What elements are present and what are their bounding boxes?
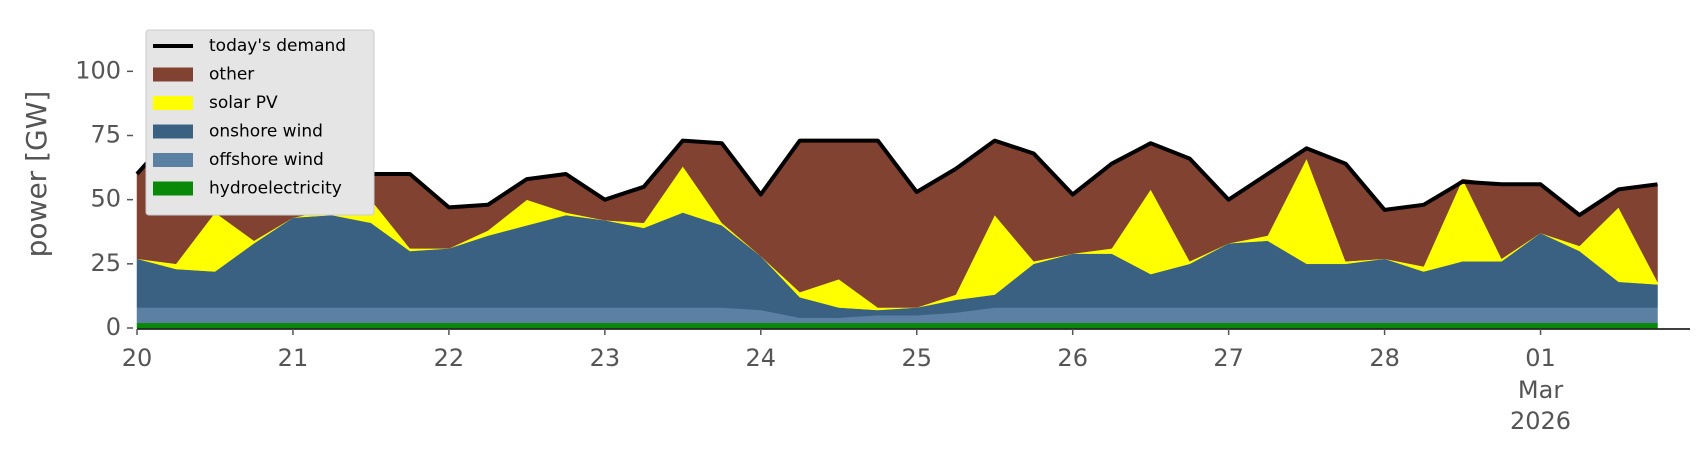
y-tick-label: 0 [106,313,121,341]
x-tick-label: 01 [1525,344,1556,372]
x-tick-label: 27 [1213,344,1244,372]
x-tick-sublabel: Mar [1518,376,1563,404]
x-tick-label: 21 [278,344,309,372]
x-tick-label: 24 [746,344,777,372]
y-tick-label: 75 [90,121,121,149]
legend: today's demand other solar PV onshore wind o… [145,29,375,216]
x-tick-label: 23 [590,344,621,372]
legend-label: hydroelectricity [209,179,342,199]
x-tick-label: 26 [1057,344,1088,372]
legend-label: other [209,65,254,85]
x-tick-label: 25 [901,344,932,372]
x-tick-sublabel: 2026 [1510,407,1571,435]
y-tick-label: 25 [90,249,121,277]
legend-label: offshore wind [209,150,324,170]
line [135,128,1658,218]
y-tick-label: 50 [90,185,121,213]
x-tick-label: 28 [1369,344,1400,372]
legend-swatch [153,67,193,82]
legend-swatch [153,124,193,139]
legend-swatch [153,181,193,196]
legend-label: solar PV [209,93,278,113]
legend-label: today's demand [209,36,346,56]
area [136,322,1658,329]
y-tick-label: 100 [75,56,121,84]
legend-swatch [153,96,193,110]
legend-swatch [153,153,193,167]
x-tick-label: 20 [122,344,153,372]
legend-label: onshore wind [209,122,323,142]
x-tick-label: 22 [434,344,465,372]
legend-box [145,29,375,216]
y-axis-label: power [GW] [20,91,53,258]
